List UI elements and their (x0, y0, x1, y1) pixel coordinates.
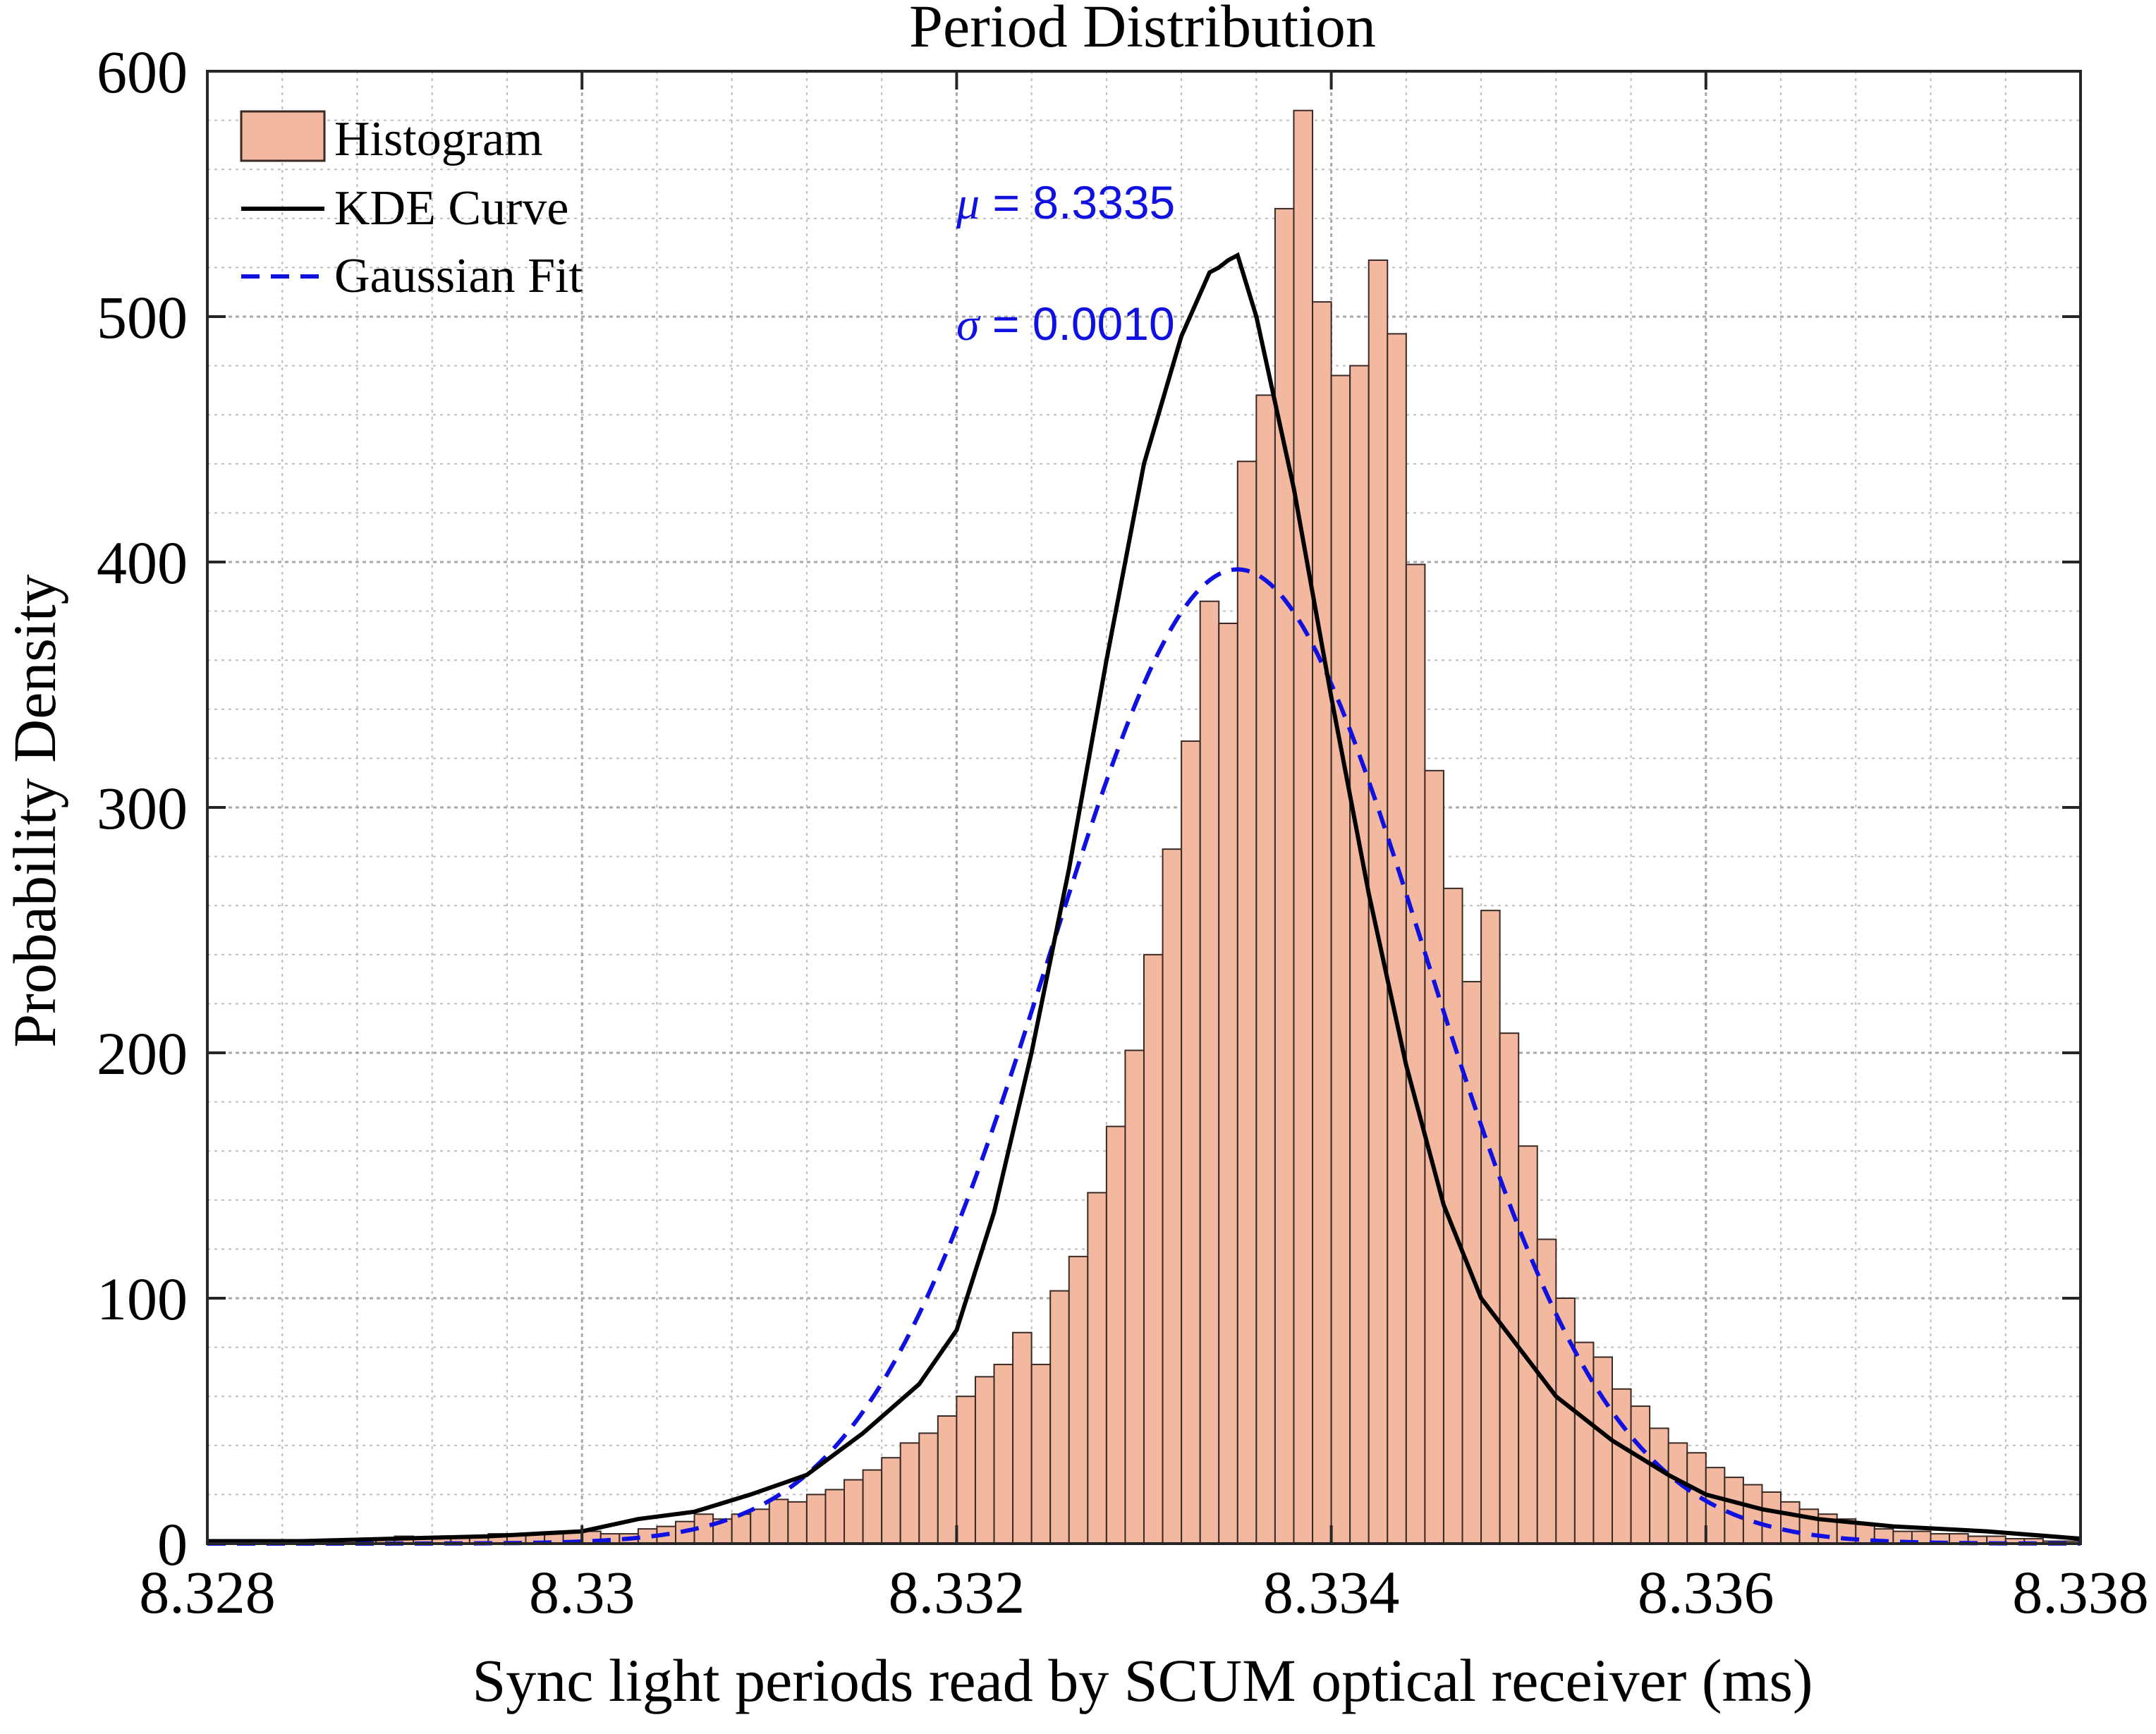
histogram-bar (899, 1442, 920, 1544)
histogram-bar (974, 1376, 995, 1544)
histogram-bar (1573, 1341, 1595, 1544)
histogram-bar (1143, 953, 1164, 1545)
histogram-bar (1087, 1192, 1107, 1544)
x-tick-label: 8.33 (529, 1558, 635, 1626)
histogram-bar (1387, 333, 1407, 1544)
histogram-bar (1518, 1145, 1538, 1544)
histogram-bar (787, 1501, 808, 1545)
x-tick-label: 8.334 (1263, 1558, 1400, 1626)
histogram-bar (824, 1489, 846, 1544)
histogram-bar (1592, 1356, 1613, 1545)
histogram-bar (1105, 1125, 1126, 1544)
histogram-bar (1030, 1363, 1052, 1544)
y-tick-label: 300 (97, 774, 188, 842)
y-tick-label: 500 (97, 283, 188, 351)
legend-swatch-histogram (240, 110, 326, 162)
mu-symbol: μ (956, 178, 980, 229)
x-tick-labels: 8.328 8.33 8.332 8.334 8.336 8.338 (139, 1558, 2149, 1626)
histogram-bar (881, 1457, 901, 1544)
histogram-bar (1405, 563, 1426, 1544)
histogram-bar (1667, 1442, 1688, 1544)
histogram-bar (1162, 848, 1183, 1545)
major-grid (207, 71, 2081, 1544)
histogram-bar (1330, 374, 1351, 1544)
histogram-bar (937, 1415, 958, 1545)
y-tick-label: 200 (97, 1020, 188, 1087)
axis-ticks (206, 70, 2082, 1545)
histogram-bar (1236, 460, 1257, 1545)
histogram-bar (1012, 1331, 1033, 1544)
histogram-bar (768, 1498, 789, 1545)
y-tick-label: 400 (97, 529, 188, 597)
histogram-bar (805, 1494, 827, 1544)
y-tick-label: 600 (97, 38, 188, 106)
y-tick-label: 0 (157, 1510, 188, 1578)
y-axis-label: Probability Density (1, 574, 68, 1047)
histogram-bar (993, 1363, 1014, 1544)
histogram-bar (1293, 109, 1314, 1544)
x-tick-label: 8.336 (1638, 1558, 1774, 1626)
histogram-bar (1649, 1427, 1669, 1544)
histogram-bar (1761, 1491, 1782, 1544)
histogram-bar (1255, 394, 1276, 1544)
sigma-value: = 0.0010 (992, 298, 1175, 350)
sigma-symbol: σ (956, 299, 981, 350)
histogram-bar (750, 1508, 770, 1545)
histogram-bar (1480, 910, 1501, 1545)
histogram-bar (731, 1513, 752, 1544)
x-tick-label: 8.332 (889, 1558, 1025, 1626)
histogram-bar (1780, 1501, 1801, 1545)
mean-annotation: μ = 8.3335 (956, 176, 1175, 229)
mu-value: = 8.3335 (992, 176, 1175, 228)
histogram-bar (1555, 1298, 1576, 1544)
histogram-bar (1349, 365, 1370, 1544)
x-axis-label: Sync light periods read by SCUM optical … (472, 1647, 1813, 1714)
histogram-bar (1199, 600, 1220, 1544)
histogram-bar (1181, 740, 1201, 1544)
x-tick-label: 8.328 (139, 1558, 276, 1626)
kde-curve (207, 252, 2081, 1544)
legend-label-gaussian: Gaussian Fit (334, 249, 583, 303)
histogram-bar (1312, 301, 1332, 1544)
legend-label-kde: KDE Curve (334, 181, 568, 236)
histogram-bar (956, 1396, 976, 1544)
histogram-bar (1612, 1388, 1632, 1545)
sigma-annotation: σ = 0.0010 (956, 298, 1175, 350)
histogram-bar (1218, 623, 1238, 1544)
chart-title: Period Distribution (909, 0, 1376, 60)
histogram-bar (1424, 769, 1444, 1544)
x-tick-label: 8.338 (2012, 1558, 2149, 1626)
histogram-bar (1499, 1032, 1520, 1545)
histogram-bar (1049, 1290, 1070, 1545)
histogram-bar (1630, 1405, 1651, 1544)
histogram-bar (843, 1479, 864, 1545)
histogram-bar (1742, 1484, 1763, 1544)
histogram-bar (1124, 1049, 1145, 1544)
y-tick-labels: 0 100 200 300 400 500 600 (97, 38, 188, 1578)
histogram-bar (1068, 1255, 1089, 1544)
y-tick-label: 100 (97, 1265, 188, 1333)
histogram-bar (918, 1432, 939, 1545)
legend: Histogram KDE Curve Gaussian Fit (240, 110, 583, 303)
legend-label-histogram: Histogram (334, 112, 543, 166)
histogram-bar (862, 1469, 883, 1545)
